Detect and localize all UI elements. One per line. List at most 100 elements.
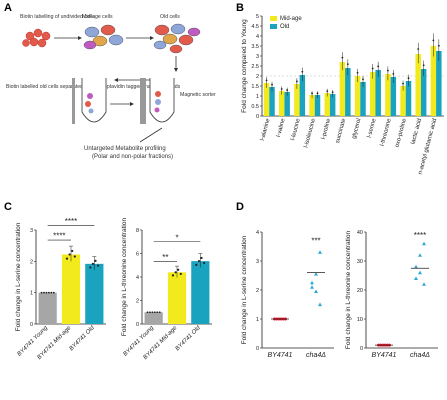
chart-d-serine-point — [318, 250, 322, 254]
chart-c-threonine-significance-label: * — [175, 233, 178, 242]
chart-b-point — [271, 83, 273, 86]
chart-c-threonine-point — [153, 311, 156, 314]
mid-age-cells-icon — [83, 24, 124, 50]
chart-b-y-tick-label: 0.5 — [251, 104, 259, 110]
old-cells-text: Old cells — [160, 14, 180, 20]
chart-b-point — [356, 71, 359, 74]
chart-c-serine-category-label: BY4741 Old — [69, 325, 97, 353]
chart-c-serine-point — [94, 259, 97, 262]
chart-c-threonine-y-tick-label: 2 — [136, 299, 139, 305]
panel-b-label: B — [236, 2, 244, 14]
chart-b-bar-midage-2 — [294, 84, 300, 116]
chart-c-serine-point — [43, 291, 45, 294]
chart-c-serine-significance-label: **** — [65, 217, 77, 226]
chart-b-category-label: l-valine — [276, 117, 287, 138]
chart-d-serine-y-tick-label: 2 — [256, 288, 259, 294]
chart-b-bar-old-5 — [345, 68, 351, 116]
chart-b-point — [331, 91, 334, 94]
chart-c-serine-ylabel: Fold change in L-serine concentration — [15, 222, 22, 331]
chart-d-threonine-point — [414, 276, 418, 280]
chart-d-serine-y-tick-label: 0 — [256, 346, 259, 352]
chart-c-serine-point — [40, 291, 43, 294]
chart-b-point — [402, 82, 404, 85]
legend-label-midage: Mid-age — [280, 16, 302, 22]
chart-b-ylabel: Fold change compared to Young — [241, 19, 248, 113]
chart-c-serine-y-tick-label: 1 — [30, 291, 33, 297]
chart-d-serine-y-tick-label: 4 — [256, 230, 259, 236]
chart-b-bar-old-2 — [299, 75, 306, 116]
chart-b-bar-midage-1 — [278, 91, 285, 116]
legend-label-old: Old — [280, 24, 289, 30]
chart-b-point — [280, 88, 283, 90]
chart-b-bar-midage-6 — [354, 76, 361, 116]
chart-d-serine-category-label: BY4741 — [268, 352, 293, 359]
tube-icon — [72, 78, 107, 124]
chart-c-serine-bar-0 — [38, 292, 57, 324]
chart-b-bar-midage-0 — [263, 83, 270, 116]
chart-c-serine-point — [50, 291, 53, 294]
chart-c-serine-bar-1 — [61, 254, 81, 324]
old-cells-icon — [153, 23, 201, 54]
chart-b-point — [377, 65, 380, 68]
chart-c-serine-significance-label: **** — [53, 232, 65, 241]
chart-c-serine-point — [97, 264, 100, 267]
chart-d-threonine: 0 10 20 30 40 Fold change in L-threonine conc… — [345, 230, 438, 359]
chart-b-category-label: l-leucine — [290, 117, 302, 141]
panel-c-label: C — [4, 201, 12, 213]
chart-b-point — [316, 92, 319, 95]
chart-c-threonine-point — [197, 260, 201, 263]
chart-b-category-label: oxo-proline — [395, 117, 409, 148]
chart-b-point — [362, 78, 364, 81]
chart-d-threonine-y-tick-label: 30 — [357, 259, 363, 265]
chart-b-y-tick-label: 5 — [256, 14, 259, 20]
chart-b-point — [265, 79, 268, 82]
chart-b-bar-midage-7 — [369, 72, 376, 116]
chart-b-y-tick-label: 2.5 — [251, 64, 259, 70]
chart-b-bar-old-10 — [420, 69, 427, 116]
chart-b-bar-old-3 — [314, 95, 321, 116]
chart-b-y-tick-label: 2 — [256, 74, 259, 80]
chart-b-point — [295, 80, 298, 83]
legend-swatch-midage — [270, 16, 277, 21]
chart-c-threonine-point — [177, 268, 180, 271]
chart-b-point — [286, 89, 289, 91]
chart-b-point — [341, 56, 344, 59]
chart-d-threonine-y-tick-label: 40 — [357, 230, 363, 236]
chart-b-category-label: l-isoleucine — [303, 117, 317, 148]
chart-b-y-tick-label: 4.5 — [251, 24, 259, 30]
chart-d-serine-significance-label: *** — [311, 237, 320, 246]
chart-d-serine-point — [310, 280, 314, 285]
chart-b-bar-midage-3 — [309, 95, 315, 116]
chart-c-threonine-bar-2 — [191, 261, 210, 324]
chart-b-point — [311, 92, 313, 95]
chart-b-y-tick-label: 3 — [256, 54, 259, 60]
panel-a: A Biotin labelling of undivided cells Mi… — [4, 2, 216, 160]
chart-c-serine: 0 1 2 3 Fold change in L-serine concentratio… — [15, 217, 106, 361]
chart-c-threonine-point — [174, 271, 177, 274]
chart-b-category-label: l-proline — [321, 117, 332, 140]
legend-swatch-old — [270, 24, 277, 29]
chart-b-point — [437, 44, 440, 47]
chart-c-threonine-bar-0 — [144, 312, 163, 324]
chart-b-point — [432, 39, 435, 42]
arrow-icon — [54, 36, 82, 40]
chart-c-threonine-point — [179, 272, 182, 275]
panel-a-label: A — [4, 2, 12, 14]
chart-d-threonine-y-tick-label: 0 — [360, 346, 363, 352]
profiling-text: Untargeted Metabolite profiling — [84, 146, 166, 152]
chart-c-serine-bar-2 — [85, 263, 104, 324]
chart-d-threonine-point — [422, 282, 426, 286]
chart-b-bar-midage-9 — [400, 86, 406, 116]
chart-b: 0 0.5 1 1.5 2 2.5 3 3.5 4 4.5 5 Fold change compare… — [241, 14, 444, 175]
chart-d-threonine-ylabel: Fold change in L-threonine concentration — [345, 231, 352, 350]
chart-c-threonine-point — [156, 311, 159, 314]
chart-b-category-label: l-alanine — [260, 117, 272, 141]
chart-c-threonine-point — [158, 311, 161, 314]
chart-d-serine-y-tick-label: 1 — [256, 317, 259, 323]
chart-c-serine-y-tick-label: 2 — [30, 259, 33, 265]
chart-b-category-label: succinate — [335, 117, 348, 144]
chart-b-bar-midage-11 — [430, 46, 437, 116]
chart-d-serine: 0 1 2 3 4 Fold change in L-serine concentrati… — [241, 230, 334, 359]
chart-b-bar-old-7 — [375, 70, 381, 116]
chart-b-bar-midage-8 — [385, 74, 391, 116]
